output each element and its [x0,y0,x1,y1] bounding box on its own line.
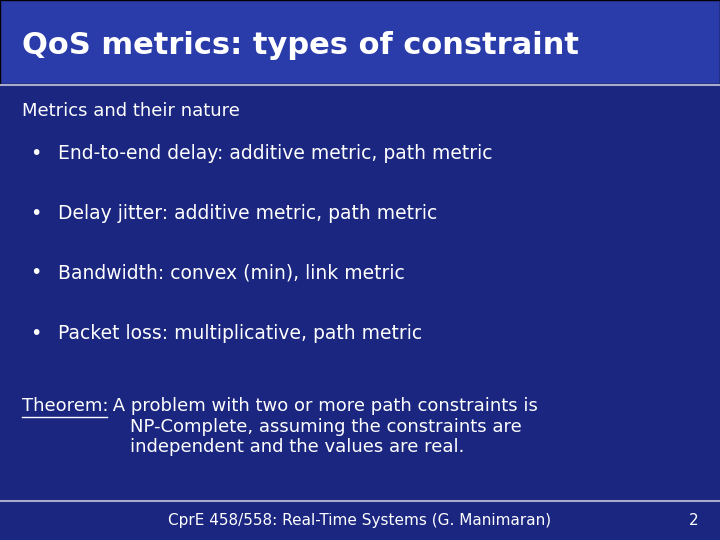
Text: End-to-end delay: additive metric, path metric: End-to-end delay: additive metric, path … [58,144,492,164]
Text: Delay jitter: additive metric, path metric: Delay jitter: additive metric, path metr… [58,204,437,223]
Text: Theorem:: Theorem: [22,397,108,415]
FancyBboxPatch shape [0,0,720,84]
Text: Packet loss: multiplicative, path metric: Packet loss: multiplicative, path metric [58,323,422,343]
Text: •: • [30,204,42,223]
Text: QoS metrics: types of constraint: QoS metrics: types of constraint [22,31,579,60]
Text: •: • [30,323,42,343]
Text: Metrics and their nature: Metrics and their nature [22,102,240,120]
Text: •: • [30,144,42,164]
Text: •: • [30,263,42,282]
Text: Bandwidth: convex (min), link metric: Bandwidth: convex (min), link metric [58,263,405,282]
Text: CprE 458/558: Real-Time Systems (G. Manimaran): CprE 458/558: Real-Time Systems (G. Mani… [168,513,552,528]
Text: A problem with two or more path constraints is
    NP-Complete, assuming the con: A problem with two or more path constrai… [107,397,537,456]
Text: 2: 2 [689,513,698,528]
